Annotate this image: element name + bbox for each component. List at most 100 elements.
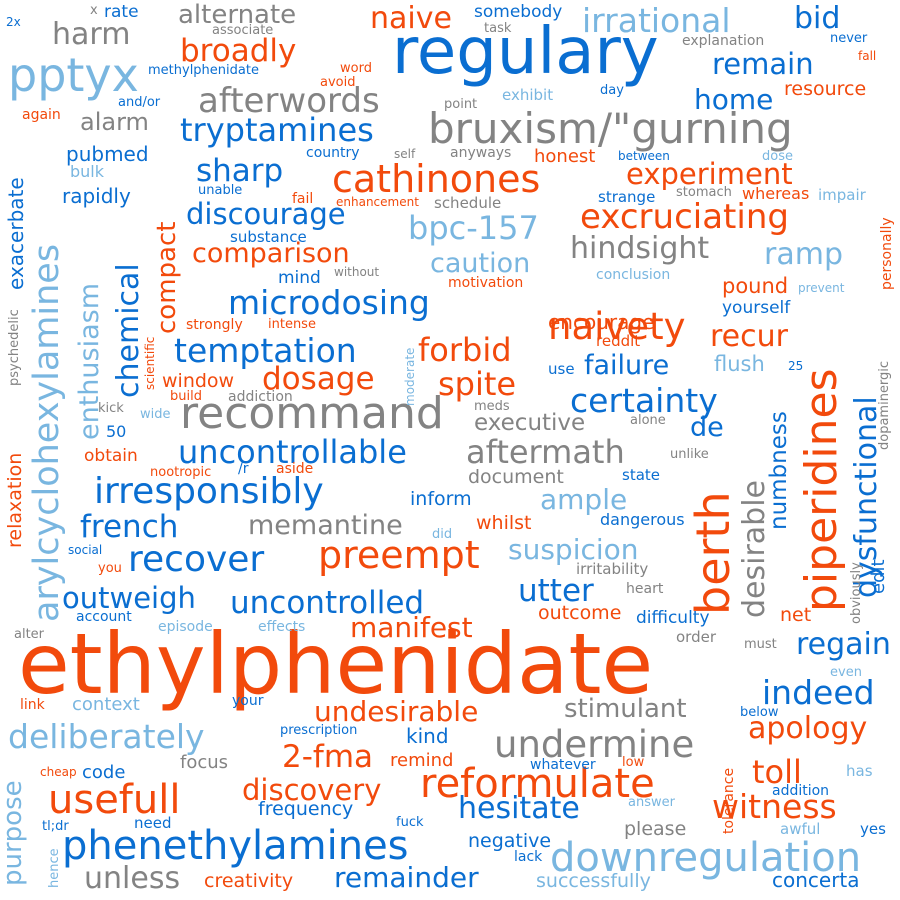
word-hence: hence bbox=[47, 848, 62, 888]
word-nootropic: nootropic bbox=[150, 465, 212, 480]
word-50: 50 bbox=[106, 422, 127, 441]
word-failure: failure bbox=[584, 350, 670, 381]
word-did: did bbox=[432, 527, 453, 542]
word-whereas: whereas bbox=[742, 184, 810, 203]
word-whilst: whilst bbox=[476, 512, 532, 534]
word-encourage: encourage bbox=[548, 310, 655, 334]
word-must: must bbox=[744, 637, 777, 652]
word-experiment: experiment bbox=[626, 157, 793, 191]
word-episode: episode bbox=[158, 619, 213, 635]
word-discourage: discourage bbox=[186, 197, 346, 231]
word-scientific: scientific bbox=[143, 336, 157, 390]
word-schedule: schedule bbox=[434, 194, 502, 212]
word-broadly: broadly bbox=[180, 33, 297, 69]
word-excruciating: excruciating bbox=[580, 197, 789, 237]
word-alter: alter bbox=[14, 627, 45, 642]
word-somebody: somebody bbox=[474, 2, 563, 22]
word-kind: kind bbox=[406, 724, 449, 748]
word-enthusiasm: enthusiasm bbox=[74, 282, 105, 440]
word-prevent: prevent bbox=[798, 281, 845, 295]
word-alarm: alarm bbox=[80, 108, 149, 136]
word-intense: intense bbox=[268, 317, 316, 332]
word-aftermath: aftermath bbox=[466, 433, 625, 471]
word-indeed: indeed bbox=[762, 673, 875, 712]
word-regulary: regulary bbox=[392, 15, 659, 89]
word-unlike: unlike bbox=[670, 447, 709, 462]
word-alternate: alternate bbox=[178, 0, 297, 30]
word-fail: fail bbox=[292, 191, 314, 207]
word-aside: aside bbox=[276, 461, 314, 477]
word-code: code bbox=[82, 762, 126, 783]
word-2x: 2x bbox=[6, 15, 21, 29]
word-sharp: sharp bbox=[196, 153, 284, 189]
word-phenethylamines: phenethylamines bbox=[62, 823, 409, 869]
word-reformulate: reformulate bbox=[420, 761, 655, 807]
word-2-fma: 2-fma bbox=[282, 739, 374, 775]
word-dangerous: dangerous bbox=[600, 510, 685, 529]
word-meds: meds bbox=[474, 399, 510, 414]
word-your: your bbox=[232, 693, 264, 709]
word-pptyx: pptyx bbox=[8, 48, 139, 102]
word-outweigh: outweigh bbox=[62, 581, 196, 615]
word-low: low bbox=[622, 755, 645, 770]
word-word: word bbox=[340, 61, 372, 76]
word-honest: honest bbox=[534, 146, 596, 167]
word-exacerbate: exacerbate bbox=[4, 177, 28, 290]
word-methylphenidate: methylphenidate bbox=[148, 63, 259, 78]
word-25: 25 bbox=[788, 359, 804, 373]
word-addition: addition bbox=[772, 783, 830, 799]
word-pubmed: pubmed bbox=[66, 142, 149, 166]
word-harm: harm bbox=[52, 17, 131, 52]
word-home: home bbox=[694, 83, 774, 116]
word-downregulation: downregulation bbox=[550, 835, 862, 881]
word-x: x bbox=[90, 3, 98, 18]
word-prescription: prescription bbox=[280, 723, 358, 738]
word-bruxism-gurning: bruxism/"gurning bbox=[428, 104, 793, 153]
word-ethylphenidate: ethylphenidate bbox=[18, 615, 654, 713]
word-fuck: fuck bbox=[396, 815, 424, 830]
word-country: country bbox=[306, 145, 360, 161]
word-french: french bbox=[80, 509, 179, 545]
word-irrational: irrational bbox=[582, 1, 731, 40]
word-remain: remain bbox=[712, 47, 814, 81]
word-pound: pound bbox=[722, 274, 789, 298]
word-moderate: moderate bbox=[403, 347, 417, 406]
word-anyways: anyways bbox=[450, 145, 512, 161]
word-regain: regain bbox=[796, 627, 891, 662]
word-reddit: reddit bbox=[596, 332, 641, 350]
word-successfully: successfully bbox=[536, 870, 651, 892]
word-ample: ample bbox=[540, 483, 628, 516]
word-heart: heart bbox=[626, 581, 664, 597]
word-avoid: avoid bbox=[320, 75, 356, 90]
word-dose: dose bbox=[762, 149, 793, 164]
word-apology: apology bbox=[748, 711, 868, 746]
word-below: below bbox=[740, 705, 779, 720]
word-microdosing: microdosing bbox=[228, 283, 430, 322]
word-point: point bbox=[444, 97, 478, 112]
word-dopaminergic: dopaminergic bbox=[877, 360, 892, 450]
word-edit: edit bbox=[868, 559, 889, 594]
word-forbid: forbid bbox=[418, 331, 512, 369]
word-rapidly: rapidly bbox=[62, 184, 131, 208]
word-whatever: whatever bbox=[530, 757, 596, 773]
word-social: social bbox=[68, 543, 103, 557]
word-recur: recur bbox=[710, 319, 788, 354]
word-recommand: recommand bbox=[180, 388, 444, 439]
word-preempt: preempt bbox=[318, 533, 480, 577]
word-window: window bbox=[162, 370, 235, 392]
word-enhancement: enhancement bbox=[336, 195, 419, 209]
word-cathinones: cathinones bbox=[332, 157, 541, 201]
word-difficulty: difficulty bbox=[636, 608, 710, 628]
word-exhibit: exhibit bbox=[502, 86, 554, 104]
word-dosage: dosage bbox=[262, 361, 375, 397]
word-numbness: numbness bbox=[766, 411, 792, 530]
word-afterwords: afterwords bbox=[198, 81, 380, 121]
word-please: please bbox=[624, 818, 687, 840]
word-kick: kick bbox=[98, 401, 124, 416]
word-wide: wide bbox=[140, 407, 171, 422]
word-associate: associate bbox=[212, 23, 274, 38]
word-tl-dr: tl;dr bbox=[42, 819, 69, 834]
word-utter: utter bbox=[518, 573, 594, 609]
word-yourself: yourself bbox=[722, 298, 791, 318]
